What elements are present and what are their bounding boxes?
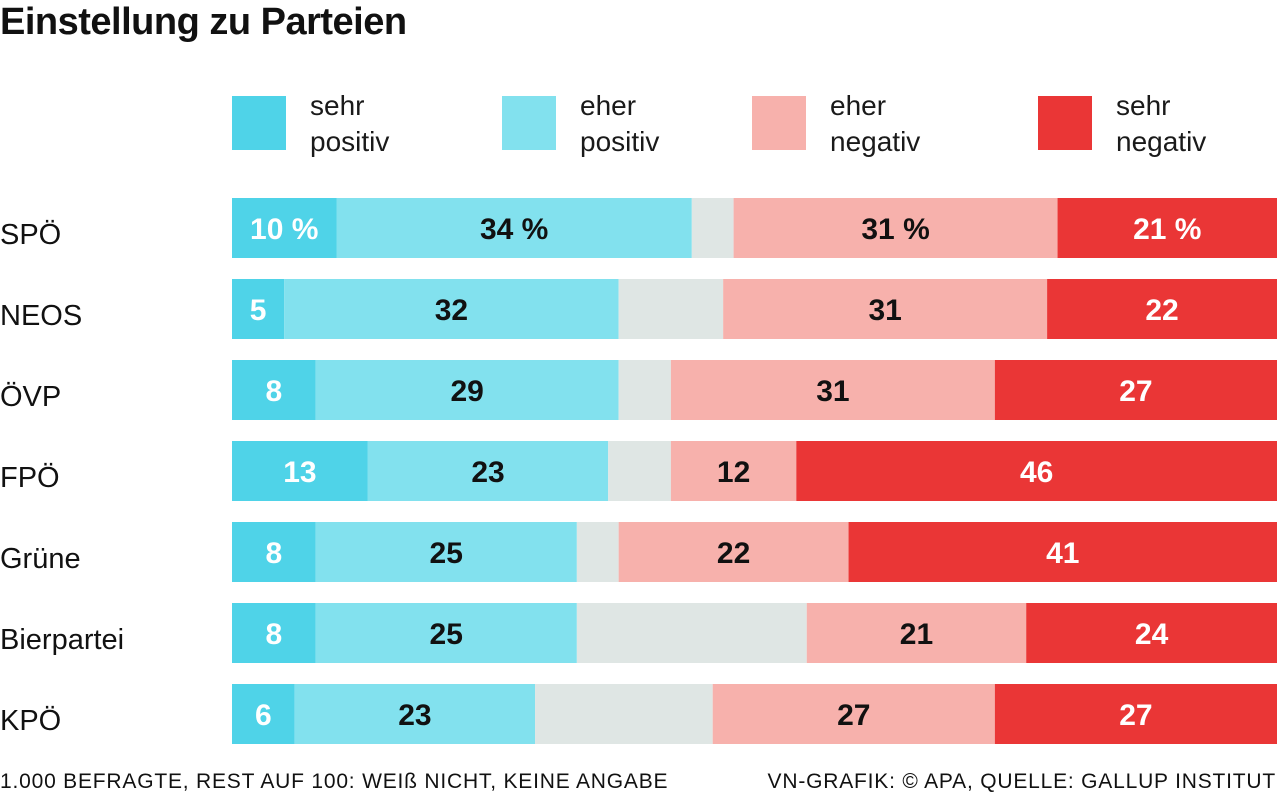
- bar-segment-fpoe-eher-positiv: [367, 441, 609, 501]
- footnote-sample-info: 1.000 BEFRAGTE, REST AUF 100: WEIß NICHT…: [0, 770, 669, 793]
- row-label-bierpartei: Bierpartei: [0, 624, 125, 656]
- data-label-bierpartei-sehr-positiv: 8: [265, 618, 282, 651]
- bar-segment-kpoe-eher-negativ: [712, 684, 995, 744]
- bar-segment-oevp-sehr-positiv: [232, 360, 316, 420]
- row-label-spoe: SPÖ: [0, 219, 62, 251]
- bar-segment-neos-eher-positiv: [284, 279, 619, 339]
- data-label-spoe-sehr-positiv: 10 %: [250, 213, 318, 246]
- bar-segment-oevp-eher-negativ: [670, 360, 995, 420]
- data-label-gruene-sehr-negativ: 41: [1046, 537, 1079, 570]
- bar-segment-spoe-sehr-positiv: [232, 198, 337, 258]
- row-label-neos: NEOS: [0, 300, 83, 332]
- data-label-fpoe-sehr-positiv: 13: [283, 456, 316, 489]
- bar-segment-fpoe-sehr-positiv: [232, 441, 368, 501]
- data-label-fpoe-eher-positiv: 23: [471, 456, 504, 489]
- bar-segment-bierpartei-sehr-negativ: [1026, 603, 1277, 663]
- data-label-gruene-sehr-positiv: 8: [265, 537, 282, 570]
- data-label-kpoe-eher-negativ: 27: [837, 699, 870, 732]
- bar-segment-kpoe-sehr-negativ: [994, 684, 1277, 744]
- bar-segment-gruene-eher-positiv: [315, 522, 577, 582]
- data-label-oevp-sehr-positiv: 8: [265, 375, 282, 408]
- bar-segment-spoe-weiss-nicht-keine-angabe: [691, 198, 734, 258]
- row-label-gruene: Grüne: [0, 543, 81, 575]
- bar-segment-bierpartei-sehr-positiv: [232, 603, 316, 663]
- row-label-kpoe: KPÖ: [0, 705, 62, 737]
- bar-segment-neos-weiss-nicht-keine-angabe: [618, 279, 724, 339]
- data-label-spoe-eher-negativ: 31 %: [861, 213, 929, 246]
- bar-segment-gruene-sehr-negativ: [848, 522, 1277, 582]
- data-label-neos-eher-negativ: 31: [868, 294, 901, 327]
- data-label-oevp-sehr-negativ: 27: [1119, 375, 1152, 408]
- bar-segment-kpoe-sehr-positiv: [232, 684, 295, 744]
- data-label-fpoe-sehr-negativ: 46: [1020, 456, 1053, 489]
- data-label-spoe-sehr-negativ: 21 %: [1133, 213, 1201, 246]
- data-label-oevp-eher-positiv: 29: [450, 375, 483, 408]
- bar-segment-spoe-eher-negativ: [733, 198, 1058, 258]
- bar-segment-gruene-weiss-nicht-keine-angabe: [576, 522, 619, 582]
- bar-segment-oevp-weiss-nicht-keine-angabe: [618, 360, 671, 420]
- legend-label-eher-positiv: eher positiv: [580, 90, 660, 157]
- legend-label-sehr-positiv: sehr positiv: [310, 90, 390, 157]
- footnote-source: VN-GRAFIK: © APA, QUELLE: GALLUP INSTITU…: [767, 770, 1276, 793]
- data-label-gruene-eher-negativ: 22: [717, 537, 750, 570]
- data-label-gruene-eher-positiv: 25: [430, 537, 463, 570]
- legend-swatch-sehr-positiv: [232, 96, 286, 150]
- data-label-kpoe-sehr-negativ: 27: [1119, 699, 1152, 732]
- data-label-bierpartei-eher-positiv: 25: [430, 618, 463, 651]
- bar-segment-bierpartei-eher-positiv: [315, 603, 577, 663]
- chart-title: Einstellung zu Parteien: [0, 1, 407, 43]
- bar-segment-kpoe-eher-positiv: [294, 684, 536, 744]
- row-label-oevp: ÖVP: [0, 381, 62, 413]
- bar-segment-neos-eher-negativ: [723, 279, 1048, 339]
- bar-segment-neos-sehr-negativ: [1047, 279, 1277, 339]
- bar-segment-neos-sehr-positiv: [232, 279, 285, 339]
- data-label-kpoe-sehr-positiv: 6: [255, 699, 272, 732]
- bar-segment-fpoe-weiss-nicht-keine-angabe: [608, 441, 671, 501]
- legend-label-eher-negativ: eher negativ: [830, 90, 921, 157]
- data-label-fpoe-eher-negativ: 12: [717, 456, 750, 489]
- bar-segment-fpoe-sehr-negativ: [796, 441, 1277, 501]
- legend-swatch-eher-positiv: [502, 96, 556, 150]
- legend-label-sehr-negativ: sehr negativ: [1116, 90, 1207, 157]
- data-label-neos-sehr-positiv: 5: [250, 294, 267, 327]
- data-label-oevp-eher-negativ: 31: [816, 375, 849, 408]
- data-label-spoe-eher-positiv: 34 %: [480, 213, 548, 246]
- bar-segment-spoe-sehr-negativ: [1057, 198, 1277, 258]
- data-label-neos-sehr-negativ: 22: [1145, 294, 1178, 327]
- legend-swatch-sehr-negativ: [1038, 96, 1092, 150]
- bar-segment-gruene-eher-negativ: [618, 522, 849, 582]
- data-label-kpoe-eher-positiv: 23: [398, 699, 431, 732]
- bar-segment-bierpartei-weiss-nicht-keine-angabe: [576, 603, 807, 663]
- bar-segment-oevp-sehr-negativ: [994, 360, 1277, 420]
- bar-segment-kpoe-weiss-nicht-keine-angabe: [535, 684, 713, 744]
- legend-swatch-eher-negativ: [752, 96, 806, 150]
- bar-segment-bierpartei-eher-negativ: [806, 603, 1027, 663]
- data-label-bierpartei-sehr-negativ: 24: [1135, 618, 1169, 651]
- data-label-bierpartei-eher-negativ: 21: [900, 618, 933, 651]
- bar-segment-fpoe-eher-negativ: [670, 441, 797, 501]
- bar-segment-oevp-eher-positiv: [315, 360, 619, 420]
- bar-segment-spoe-eher-positiv: [336, 198, 692, 258]
- row-label-fpoe: FPÖ: [0, 462, 60, 494]
- bar-segment-gruene-sehr-positiv: [232, 522, 316, 582]
- data-label-neos-eher-positiv: 32: [435, 294, 468, 327]
